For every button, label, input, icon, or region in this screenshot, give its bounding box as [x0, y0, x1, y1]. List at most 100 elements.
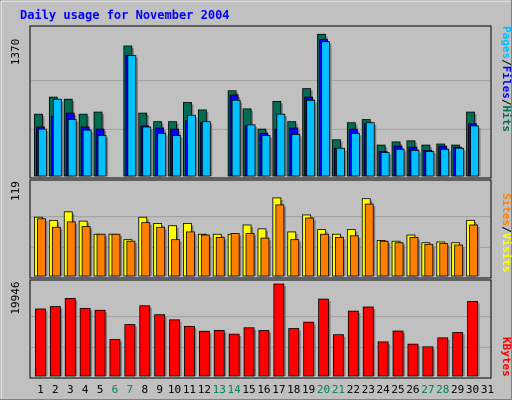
bar-sites-21-fill — [335, 236, 344, 277]
day-label-5: 5 — [97, 383, 104, 396]
bar-sites-6 — [111, 233, 122, 277]
bar-pages-15-fill — [246, 124, 256, 177]
bar-kbytes-19 — [303, 321, 316, 377]
bar-kbytes-23-fill — [362, 306, 374, 377]
bar-sites-7 — [126, 240, 137, 277]
bar-kbytes-16-fill — [258, 330, 270, 377]
bar-kbytes-7 — [124, 324, 137, 377]
day-label-31: 31 — [481, 383, 494, 396]
bar-sites-30-fill — [469, 224, 478, 277]
bar-kbytes-8-fill — [139, 305, 151, 377]
bar-kbytes-11 — [184, 325, 197, 377]
legend-sep-1: / — [500, 59, 512, 66]
bar-kbytes-15 — [243, 327, 257, 377]
legend-visits: Visits — [500, 233, 512, 273]
bar-sites-18-fill — [290, 239, 300, 277]
bar-pages-20 — [321, 41, 332, 177]
bar-sites-9 — [156, 226, 167, 277]
bar-sites-9-fill — [156, 226, 166, 277]
bar-sites-5-fill — [96, 233, 106, 277]
legend-files: Files — [500, 66, 512, 99]
day-label-14: 14 — [228, 383, 242, 396]
bar-pages-28 — [440, 148, 451, 177]
day-label-2: 2 — [52, 383, 59, 396]
bar-kbytes-5-fill — [94, 309, 106, 377]
bar-sites-17 — [275, 204, 286, 277]
bar-sites-24-fill — [379, 240, 389, 277]
bar-pages-23 — [365, 122, 377, 177]
bar-kbytes-4 — [79, 307, 93, 377]
day-label-25: 25 — [391, 383, 404, 396]
bar-kbytes-12-fill — [198, 330, 210, 377]
bar-pages-3 — [67, 119, 79, 177]
bar-pages-17-fill — [276, 113, 286, 177]
bar-kbytes-24 — [377, 341, 391, 377]
bar-pages-16-fill — [261, 135, 271, 177]
bar-kbytes-9 — [154, 314, 167, 377]
bar-sites-8 — [141, 222, 152, 277]
bar-sites-24 — [379, 240, 391, 277]
bar-pages-18-fill — [291, 134, 301, 177]
bar-sites-18 — [290, 239, 301, 277]
bar-sites-22-fill — [349, 235, 359, 277]
bar-sites-13-fill — [215, 236, 225, 277]
bar-kbytes-22-fill — [347, 310, 359, 377]
bar-sites-26-fill — [409, 236, 419, 277]
bar-sites-21 — [335, 236, 346, 277]
bar-pages-22-fill — [350, 132, 360, 177]
bar-pages-30-fill — [470, 125, 479, 177]
bar-pages-23-fill — [365, 122, 375, 177]
bar-kbytes-26 — [407, 343, 420, 377]
bar-pages-7 — [127, 55, 138, 177]
top-max-label: 1370 — [9, 39, 22, 66]
bar-sites-17-fill — [275, 204, 285, 277]
bar-kbytes-28 — [437, 337, 450, 377]
bar-pages-15 — [246, 124, 258, 177]
bar-sites-8-fill — [141, 222, 151, 277]
bar-pages-4-fill — [82, 129, 92, 177]
bar-sites-16 — [260, 237, 271, 277]
day-label-3: 3 — [67, 383, 74, 396]
bar-kbytes-6 — [109, 339, 122, 377]
day-label-1: 1 — [37, 383, 44, 396]
bar-sites-4-fill — [81, 226, 91, 277]
bar-kbytes-29-fill — [452, 332, 464, 377]
visits-sites-bars — [34, 197, 480, 277]
bar-pages-7-fill — [127, 55, 137, 177]
day-label-4: 4 — [82, 383, 89, 396]
day-label-13: 13 — [213, 383, 226, 396]
bar-sites-28 — [439, 243, 450, 277]
day-label-27: 27 — [421, 383, 434, 396]
bar-kbytes-22 — [347, 310, 361, 377]
day-label-19: 19 — [302, 383, 315, 396]
bar-sites-11-fill — [186, 231, 195, 277]
bar-kbytes-14-fill — [228, 333, 240, 377]
bar-sites-19 — [305, 217, 316, 277]
bar-pages-8 — [142, 126, 153, 177]
bar-kbytes-19-fill — [303, 321, 315, 377]
bar-sites-10-fill — [171, 239, 180, 277]
bar-kbytes-18-fill — [288, 328, 300, 377]
bar-sites-5 — [96, 233, 108, 277]
bar-sites-25-fill — [394, 242, 404, 277]
bar-sites-3 — [66, 221, 78, 277]
bar-kbytes-17-fill — [273, 283, 285, 377]
bar-kbytes-26-fill — [407, 343, 419, 377]
bar-sites-23-fill — [364, 203, 374, 277]
bar-sites-20-fill — [320, 233, 329, 277]
bar-pages-12-fill — [201, 121, 211, 177]
bar-kbytes-24-fill — [377, 341, 389, 377]
bar-pages-24 — [380, 152, 392, 177]
bar-pages-12 — [201, 121, 213, 177]
bar-sites-2-fill — [51, 226, 61, 277]
day-label-8: 8 — [141, 383, 148, 396]
bar-pages-27-fill — [425, 151, 435, 177]
bar-pages-19 — [306, 99, 317, 177]
bar-pages-30 — [470, 125, 481, 177]
bar-sites-12-fill — [200, 234, 210, 277]
day-label-30: 30 — [466, 383, 479, 396]
bar-sites-15-fill — [245, 233, 255, 277]
bar-pages-16 — [261, 135, 272, 177]
